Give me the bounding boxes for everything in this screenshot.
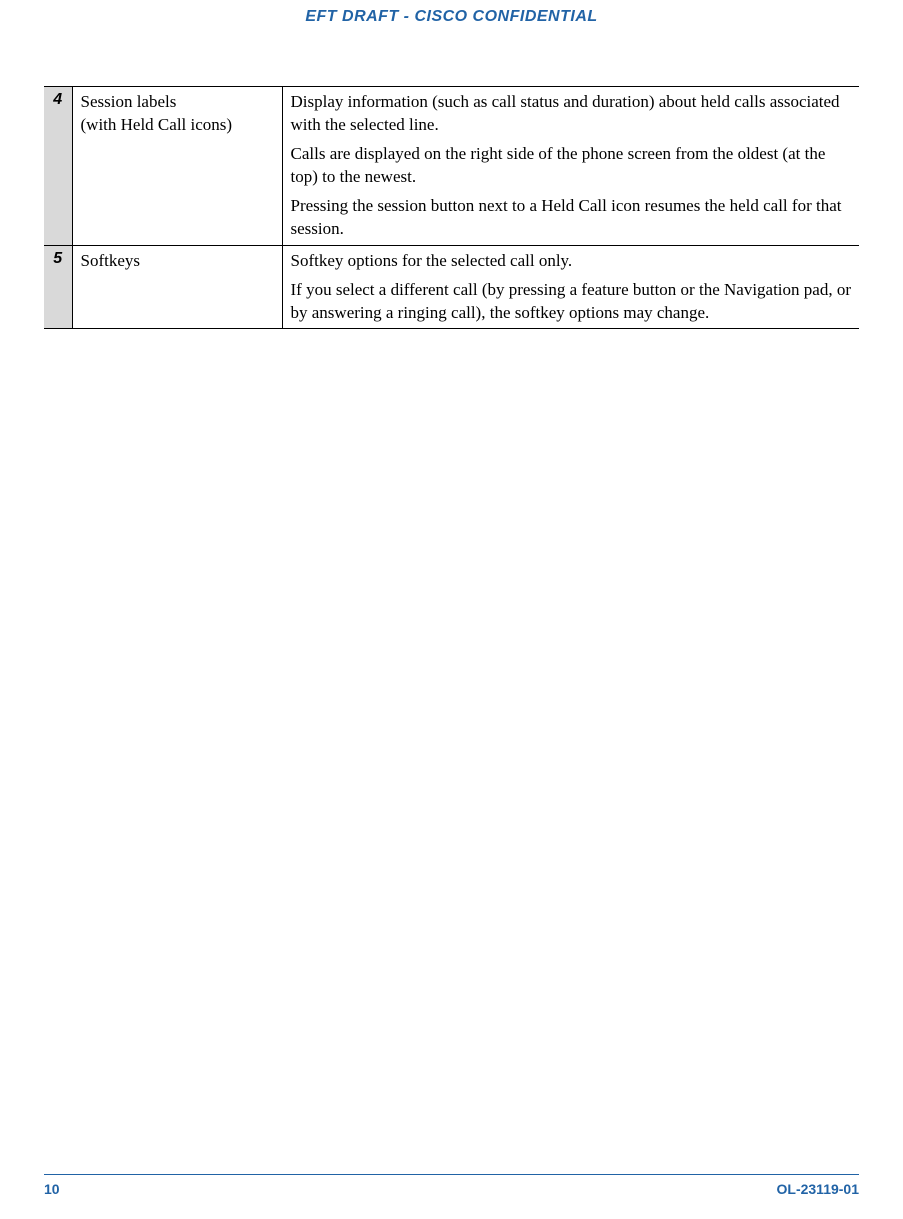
document-id: OL-23119-01 [777, 1181, 860, 1197]
page-number: 10 [44, 1181, 60, 1197]
row-description: Softkey options for the selected call on… [282, 245, 859, 329]
desc-paragraph: If you select a different call (by press… [291, 279, 852, 325]
label-text-line1: Softkeys [81, 251, 141, 270]
desc-paragraph: Pressing the session button next to a He… [291, 195, 852, 241]
label-text-line1: Session labels [81, 92, 177, 111]
confidential-banner: EFT DRAFT - CISCO CONFIDENTIAL [305, 8, 597, 25]
table-row: 4 Session labels (with Held Call icons) … [44, 87, 859, 246]
desc-paragraph: Calls are displayed on the right side of… [291, 143, 852, 189]
label-text-line2: (with Held Call icons) [81, 115, 233, 134]
desc-paragraph: Softkey options for the selected call on… [291, 250, 852, 273]
row-number: 5 [44, 245, 72, 329]
feature-table: 4 Session labels (with Held Call icons) … [44, 86, 859, 329]
row-label: Session labels (with Held Call icons) [72, 87, 282, 246]
page-header: EFT DRAFT - CISCO CONFIDENTIAL [44, 0, 859, 86]
row-label: Softkeys [72, 245, 282, 329]
row-description: Display information (such as call status… [282, 87, 859, 246]
page-footer: 10 OL-23119-01 [44, 1174, 859, 1197]
row-number: 4 [44, 87, 72, 246]
desc-paragraph: Display information (such as call status… [291, 91, 852, 137]
table-row: 5 Softkeys Softkey options for the selec… [44, 245, 859, 329]
